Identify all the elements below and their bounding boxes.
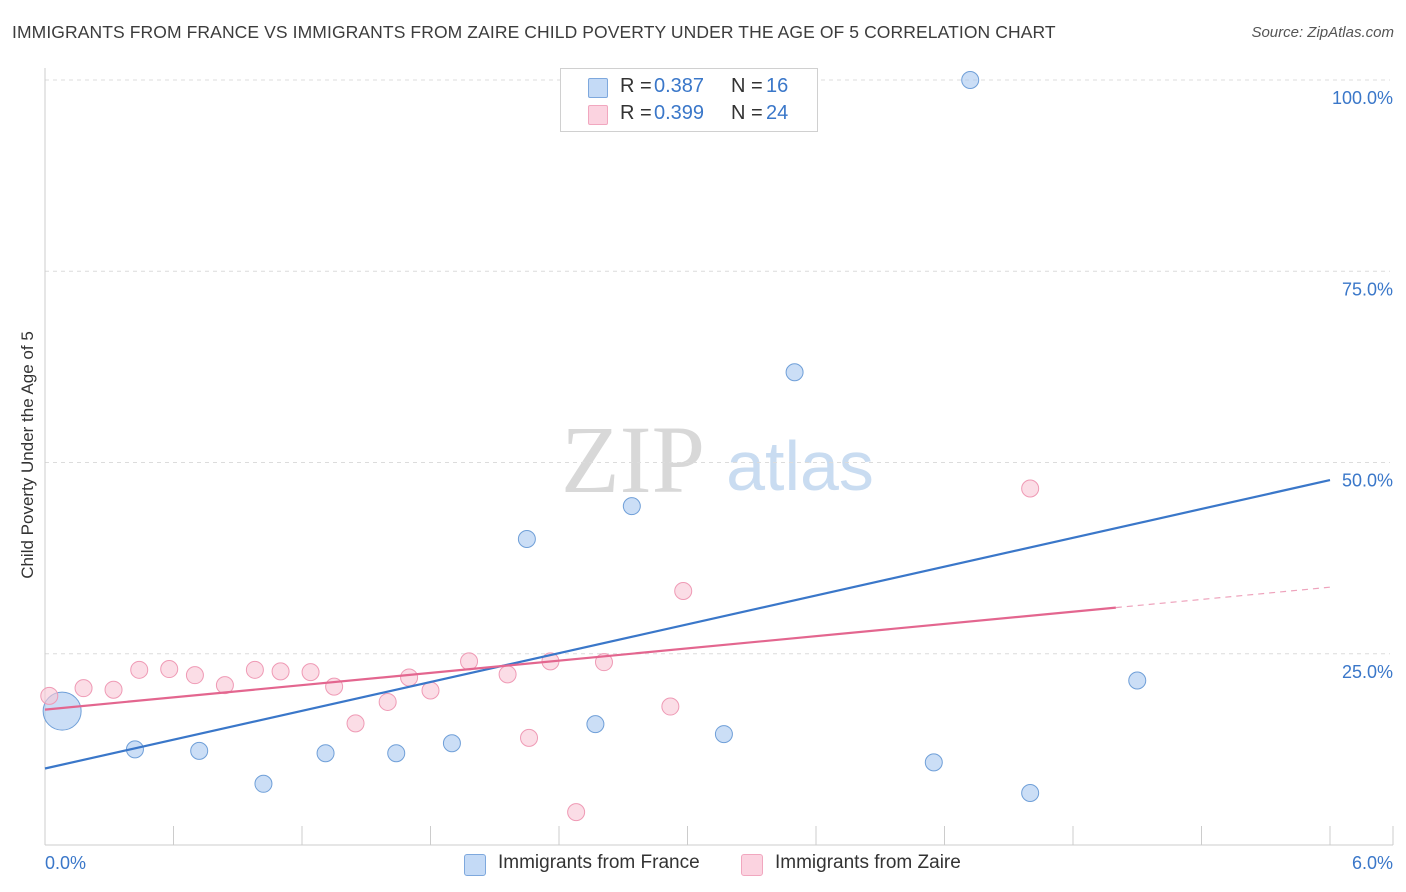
legend-swatch-france — [464, 854, 486, 876]
data-point-zaire — [421, 681, 440, 700]
data-point-france — [316, 744, 335, 763]
data-point-france — [924, 753, 943, 772]
data-point-france — [517, 530, 536, 548]
data-point-zaire — [185, 666, 204, 685]
data-point-zaire — [160, 660, 179, 679]
legend-row-france: R = 0.387 N = 16 — [561, 73, 817, 99]
legend-r-value-france: 0.387 — [654, 75, 705, 97]
data-point-france — [714, 725, 733, 744]
data-point-zaire — [215, 676, 234, 695]
y-tick-label: 75.0% — [1342, 279, 1393, 299]
data-point-zaire — [130, 660, 149, 679]
legend-n-label: N = — [731, 102, 763, 124]
legend-swatch-france — [588, 78, 608, 98]
trend-line-france — [44, 479, 1331, 770]
data-point-france — [387, 744, 406, 763]
data-point-france — [961, 71, 980, 89]
data-point-zaire — [567, 803, 586, 822]
data-point-zaire — [594, 653, 613, 672]
data-point-zaire — [498, 665, 517, 684]
data-point-france — [586, 715, 605, 734]
trend-line-extension-zaire — [1115, 586, 1331, 609]
data-point-zaire — [460, 652, 479, 671]
data-point-zaire — [245, 660, 264, 679]
legend-r-label: R = — [620, 75, 652, 97]
legend-r-label: R = — [620, 102, 652, 124]
y-tick-label: 100.0% — [1332, 88, 1393, 108]
data-point-france — [442, 734, 461, 753]
legend-n-value-france: 16 — [766, 75, 789, 97]
data-point-zaire — [104, 680, 123, 699]
x-tick-label-min: 0.0% — [45, 853, 86, 873]
chart-title: IMMIGRANTS FROM FRANCE VS IMMIGRANTS FRO… — [12, 22, 1056, 42]
data-point-zaire — [346, 714, 365, 733]
watermark-atlas: atlas — [726, 427, 874, 505]
legend-n-label: N = — [731, 75, 763, 97]
source-label: Source: ZipAtlas.com — [1251, 24, 1394, 41]
data-point-france — [254, 774, 273, 793]
data-point-zaire — [271, 662, 290, 681]
data-point-zaire — [378, 692, 397, 711]
trend-line-zaire — [44, 606, 1116, 711]
data-point-france — [1128, 671, 1147, 690]
legend-label-france: Immigrants from France — [498, 852, 700, 873]
data-point-zaire — [74, 679, 93, 698]
watermark-zip: ZIP — [561, 406, 705, 513]
data-point-france — [785, 363, 804, 382]
y-tick-label: 25.0% — [1342, 662, 1393, 682]
data-point-zaire — [520, 728, 539, 747]
data-point-zaire — [674, 582, 693, 601]
data-point-zaire — [1021, 479, 1040, 498]
y-tick-label: 50.0% — [1342, 471, 1393, 491]
legend-label-zaire: Immigrants from Zaire — [775, 852, 961, 873]
legend-row-zaire: R = 0.399 N = 24 — [561, 100, 817, 126]
series-legend: Immigrants from France Immigrants from Z… — [0, 851, 1406, 879]
correlation-legend: R = 0.387 N = 16 R = 0.399 N = 24 — [560, 68, 818, 132]
x-tick-label-max: 6.0% — [1352, 853, 1393, 873]
data-point-zaire — [301, 663, 320, 682]
data-point-zaire — [400, 668, 419, 687]
legend-swatch-zaire — [741, 854, 763, 876]
data-point-france — [622, 497, 641, 516]
data-point-france — [190, 741, 209, 760]
data-point-zaire — [40, 686, 59, 705]
legend-swatch-zaire — [588, 105, 608, 125]
data-point-zaire — [661, 697, 680, 716]
legend-n-value-zaire: 24 — [766, 102, 789, 124]
legend-r-value-zaire: 0.399 — [654, 102, 705, 124]
data-point-france — [1021, 783, 1040, 802]
